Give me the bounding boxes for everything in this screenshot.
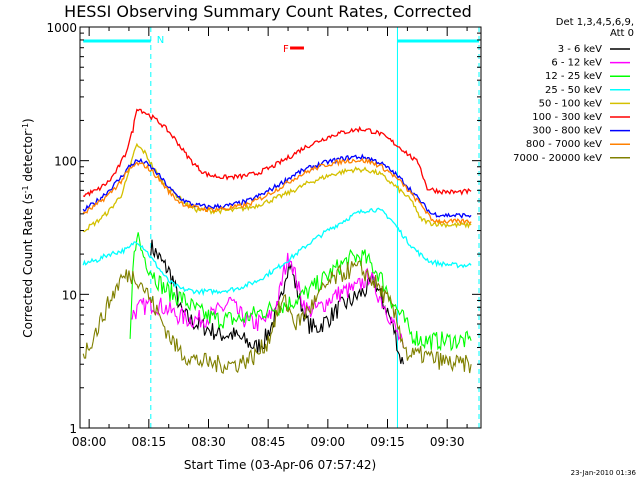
series-line	[130, 252, 404, 348]
x-axis-label: Start Time (03-Apr-06 07:57:42)	[184, 458, 376, 472]
flare-flag-label: F	[283, 44, 289, 55]
legend-label: 300 - 800 keV	[532, 126, 602, 137]
legend: Det 1,3,4,5,6,9,Att 0 3 - 6 keV 6 - 12 keV…	[513, 17, 634, 164]
legend-label: 3 - 6 keV	[558, 44, 602, 55]
x-tick-label: 08:00	[72, 435, 107, 449]
legend-label: 25 - 50 keV	[545, 85, 602, 96]
series-line	[82, 153, 472, 219]
x-tick-label: 08:45	[251, 435, 286, 449]
legend-header: Att 0	[610, 28, 634, 39]
legend-label: 50 - 100 keV	[539, 98, 603, 109]
y-tick-label: 1000	[46, 21, 77, 35]
series-line	[82, 260, 472, 374]
y-tick-label: 1	[69, 422, 77, 436]
chart-title: HESSI Observing Summary Count Rates, Cor…	[64, 2, 472, 21]
plot-frame	[79, 26, 482, 429]
series-line	[129, 232, 472, 352]
plot-timestamp: 23-Jan-2010 01:36	[571, 469, 637, 477]
x-tick-label: 09:30	[430, 435, 465, 449]
x-tick-label: 08:30	[191, 435, 226, 449]
y-tick-label: 10	[62, 288, 77, 302]
y-axis-label: Corrected Count Rate (s-1 detector-1)	[21, 118, 36, 337]
series-line	[82, 108, 472, 198]
legend-label: 800 - 7000 keV	[526, 139, 602, 150]
x-tick-label: 09:15	[370, 435, 405, 449]
x-tick-label: 08:15	[132, 435, 167, 449]
night-flag-label: N	[157, 35, 164, 46]
night-interval-markers: NF	[83, 27, 480, 428]
x-tick-label: 09:00	[311, 435, 346, 449]
legend-label: 7000 - 20000 keV	[513, 153, 602, 164]
legend-header: Det 1,3,4,5,6,9,	[556, 17, 634, 28]
legend-label: 100 - 300 keV	[532, 112, 602, 123]
series-line	[82, 157, 472, 225]
legend-label: 12 - 25 keV	[545, 71, 602, 82]
series-line	[83, 142, 472, 233]
legend-label: 6 - 12 keV	[551, 58, 602, 69]
plot-axes: 1 10 100 1000 08:00 08:15 08:30 08:45 09:00 09:15…	[46, 21, 482, 449]
y-tick-label: 100	[54, 155, 77, 169]
series-line	[82, 207, 472, 297]
